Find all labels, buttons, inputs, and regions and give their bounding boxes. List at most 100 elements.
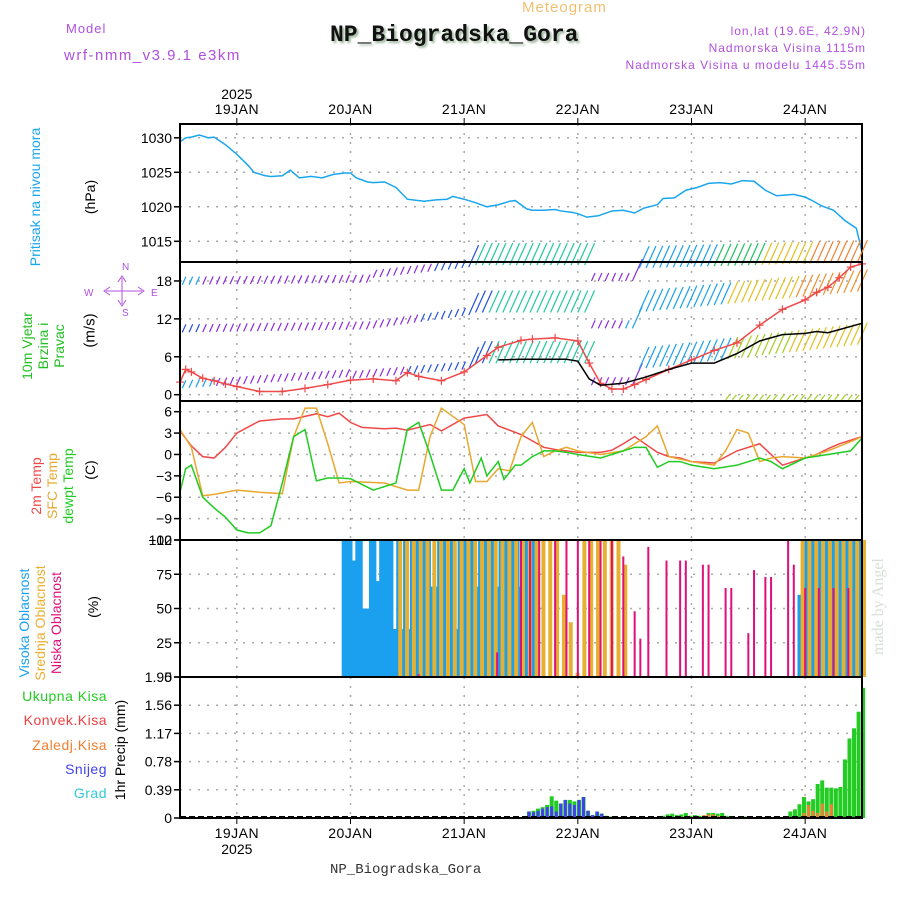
wind-barb bbox=[529, 290, 541, 313]
wind-barb bbox=[263, 275, 269, 285]
cloud-bar-srednja-oblacnost bbox=[473, 540, 478, 677]
wind-barb bbox=[474, 290, 486, 313]
cloud-bar-visoka-oblacnost bbox=[797, 594, 802, 677]
wind-barb bbox=[468, 292, 480, 316]
y-tick-label: 6 bbox=[164, 349, 172, 365]
cloud-bar-srednja-oblacnost bbox=[862, 540, 866, 677]
wind-barb bbox=[406, 315, 412, 324]
wind-barb bbox=[834, 394, 840, 401]
wind-barb bbox=[843, 323, 855, 347]
cloud-bar-srednja-oblacnost bbox=[855, 540, 860, 677]
wind-barb bbox=[563, 290, 575, 313]
wind-barb bbox=[290, 275, 296, 284]
wind-barb bbox=[740, 280, 752, 303]
wind-barb bbox=[202, 276, 207, 285]
cloud-bar-visoka-oblacnost bbox=[824, 540, 829, 677]
y-tick-label: 50 bbox=[156, 601, 172, 617]
precip-bar-ukupna-kisa bbox=[688, 815, 693, 818]
wind-barb bbox=[522, 290, 534, 313]
wind-barb bbox=[195, 379, 201, 388]
y-tick-label: 1030 bbox=[141, 130, 172, 146]
wind-barb bbox=[850, 269, 862, 293]
wind-barb bbox=[738, 394, 744, 401]
wind-barb bbox=[406, 265, 412, 275]
wind-barb bbox=[693, 340, 705, 364]
top-day-label: 24JAN bbox=[783, 101, 828, 117]
wind-barb bbox=[802, 241, 814, 264]
wind-speed-marker bbox=[323, 380, 332, 389]
precip-bar-zaledj-kisa bbox=[820, 803, 824, 818]
wind-barb bbox=[277, 322, 282, 332]
wind-barb bbox=[290, 372, 296, 382]
wind-barb bbox=[590, 320, 596, 329]
wind-barb bbox=[725, 394, 731, 401]
wind-barb bbox=[263, 322, 269, 332]
y-tick-label: 1025 bbox=[141, 164, 172, 180]
wind-barb bbox=[754, 333, 766, 357]
wind-barb bbox=[331, 369, 337, 379]
precip-bar-ukupna-kisa bbox=[670, 813, 675, 818]
wind-barb bbox=[747, 279, 759, 303]
wind-speed-marker bbox=[710, 346, 719, 355]
wind-barb bbox=[788, 275, 800, 299]
wind-barb bbox=[772, 394, 778, 401]
precip-bar-ukupna-kisa bbox=[661, 815, 666, 818]
line-dewpt-temp bbox=[179, 421, 863, 534]
wind-barb bbox=[359, 274, 364, 283]
precip-bar-snijeg bbox=[586, 810, 590, 818]
panel-temperature bbox=[174, 400, 863, 541]
cloud-bar-niska-oblacnost bbox=[529, 540, 532, 677]
wind-barb bbox=[413, 314, 419, 323]
cloud-bar-niska-oblacnost bbox=[792, 564, 795, 677]
wind-barb bbox=[263, 374, 269, 383]
y-tick-label: 3 bbox=[164, 425, 172, 441]
cloud-bar-niska-oblacnost bbox=[554, 540, 557, 677]
cloud-bar-visoka-oblacnost bbox=[362, 608, 367, 677]
cloud-bar-visoka-oblacnost bbox=[372, 540, 377, 677]
cloud-bar-srednja-oblacnost bbox=[814, 540, 819, 677]
precip-bar-ukupna-kisa bbox=[683, 812, 688, 818]
cloud-bar-srednja-oblacnost bbox=[616, 540, 621, 677]
cloud-bar-srednja-oblacnost bbox=[425, 540, 430, 677]
cloud-bar-srednja-oblacnost bbox=[548, 540, 553, 677]
wind-barb bbox=[304, 322, 310, 331]
cloud-bar-srednja-oblacnost bbox=[848, 540, 853, 677]
wind-speed-marker bbox=[835, 273, 844, 282]
cloud-bar-srednja-oblacnost bbox=[445, 540, 450, 677]
cloud-bar-srednja-oblacnost bbox=[405, 540, 410, 677]
wind-barb bbox=[427, 312, 432, 322]
panel-pressure bbox=[174, 123, 863, 263]
wind-barb bbox=[365, 369, 371, 378]
wind-barb bbox=[195, 276, 201, 285]
cloud-bar-niska-oblacnost bbox=[622, 556, 625, 677]
precip-bar-snijeg bbox=[572, 804, 576, 818]
y-tick-label: 25 bbox=[156, 635, 172, 651]
wind-barb bbox=[215, 276, 221, 285]
cloud-bar-visoka-oblacnost bbox=[804, 540, 809, 677]
precip-bar-snijeg bbox=[563, 799, 567, 818]
cloud-bar-srednja-oblacnost bbox=[486, 540, 491, 677]
wind-speed-marker bbox=[846, 263, 855, 272]
y-tick-label: 0 bbox=[164, 810, 172, 826]
wind-barb bbox=[672, 342, 684, 366]
wind-barb bbox=[359, 369, 364, 379]
compass-w: W bbox=[84, 288, 94, 299]
wind-barb bbox=[481, 290, 493, 313]
wind-speed-marker bbox=[607, 384, 616, 393]
wind-barb bbox=[843, 240, 855, 263]
wind-barb bbox=[813, 394, 819, 401]
wind-barb bbox=[181, 324, 187, 333]
precip-bar-snijeg bbox=[541, 808, 545, 818]
y-tick-label: 18 bbox=[156, 273, 172, 289]
precip-bar-ukupna-kisa bbox=[852, 728, 857, 818]
panel-frame bbox=[179, 676, 863, 819]
wind-barb bbox=[345, 321, 351, 330]
wind-barb bbox=[850, 323, 862, 346]
y-tick-label: 0.78 bbox=[145, 754, 172, 770]
compass-n: N bbox=[122, 262, 130, 273]
wind-barb bbox=[720, 337, 732, 361]
wind-barb bbox=[502, 290, 514, 313]
precip-bar-snijeg bbox=[582, 797, 586, 818]
footer-station: NP_Biogradska_Gora bbox=[330, 862, 482, 878]
wind-barb bbox=[297, 372, 303, 381]
